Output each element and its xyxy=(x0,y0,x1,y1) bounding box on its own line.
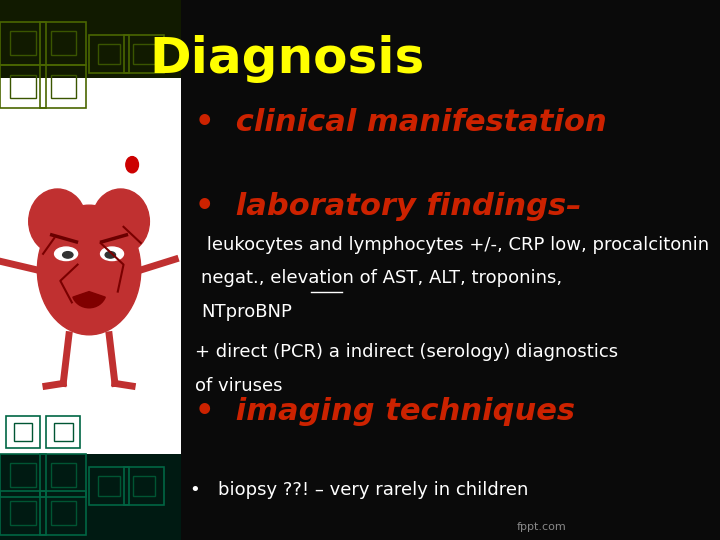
Bar xyxy=(40,65,86,108)
Bar xyxy=(124,35,163,73)
Bar xyxy=(14,423,32,441)
Bar xyxy=(40,22,86,65)
Ellipse shape xyxy=(63,252,73,258)
Wedge shape xyxy=(73,292,105,308)
Bar xyxy=(0,78,181,454)
Bar xyxy=(0,22,46,65)
Text: •   biopsy ??! – very rarely in children: • biopsy ??! – very rarely in children xyxy=(189,481,528,498)
Bar xyxy=(89,35,130,73)
Bar xyxy=(10,463,35,487)
Bar xyxy=(10,501,35,525)
Ellipse shape xyxy=(126,157,138,173)
Ellipse shape xyxy=(92,189,149,254)
Bar xyxy=(124,467,163,505)
Bar xyxy=(50,463,76,487)
Bar xyxy=(40,491,86,535)
Bar xyxy=(89,467,130,505)
Text: •  clinical manifestation: • clinical manifestation xyxy=(195,108,607,137)
Bar xyxy=(50,31,76,55)
Text: •  imaging techniques: • imaging techniques xyxy=(195,397,575,426)
Bar xyxy=(46,416,81,448)
Bar xyxy=(132,44,155,64)
Bar xyxy=(132,476,155,496)
Bar xyxy=(98,476,120,496)
Ellipse shape xyxy=(29,189,86,254)
Bar xyxy=(10,31,35,55)
Text: + direct (PCR) a indirect (serology) diagnostics: + direct (PCR) a indirect (serology) dia… xyxy=(195,343,618,361)
Bar xyxy=(0,454,181,540)
Bar xyxy=(0,454,46,497)
Ellipse shape xyxy=(101,247,124,261)
Text: leukocytes and lymphocytes +/-, CRP low, procalcitonin: leukocytes and lymphocytes +/-, CRP low,… xyxy=(201,236,709,254)
Bar xyxy=(6,416,40,448)
Bar xyxy=(0,491,46,535)
Ellipse shape xyxy=(55,247,78,261)
Text: Diagnosis: Diagnosis xyxy=(150,35,425,83)
Bar xyxy=(10,75,35,98)
Text: negat., elevation of AST, ALT, troponins,: negat., elevation of AST, ALT, troponins… xyxy=(201,269,562,287)
Text: •  laboratory findings–: • laboratory findings– xyxy=(195,192,582,221)
Bar xyxy=(54,423,73,441)
Text: fppt.com: fppt.com xyxy=(516,522,566,532)
Bar xyxy=(0,0,181,78)
Ellipse shape xyxy=(105,252,115,258)
Bar xyxy=(50,75,76,98)
Bar xyxy=(50,501,76,525)
Bar xyxy=(40,454,86,497)
Text: NTproBNP: NTproBNP xyxy=(201,303,292,321)
Bar xyxy=(98,44,120,64)
Ellipse shape xyxy=(37,205,141,335)
Text: of viruses: of viruses xyxy=(195,377,283,395)
Bar xyxy=(0,65,46,108)
